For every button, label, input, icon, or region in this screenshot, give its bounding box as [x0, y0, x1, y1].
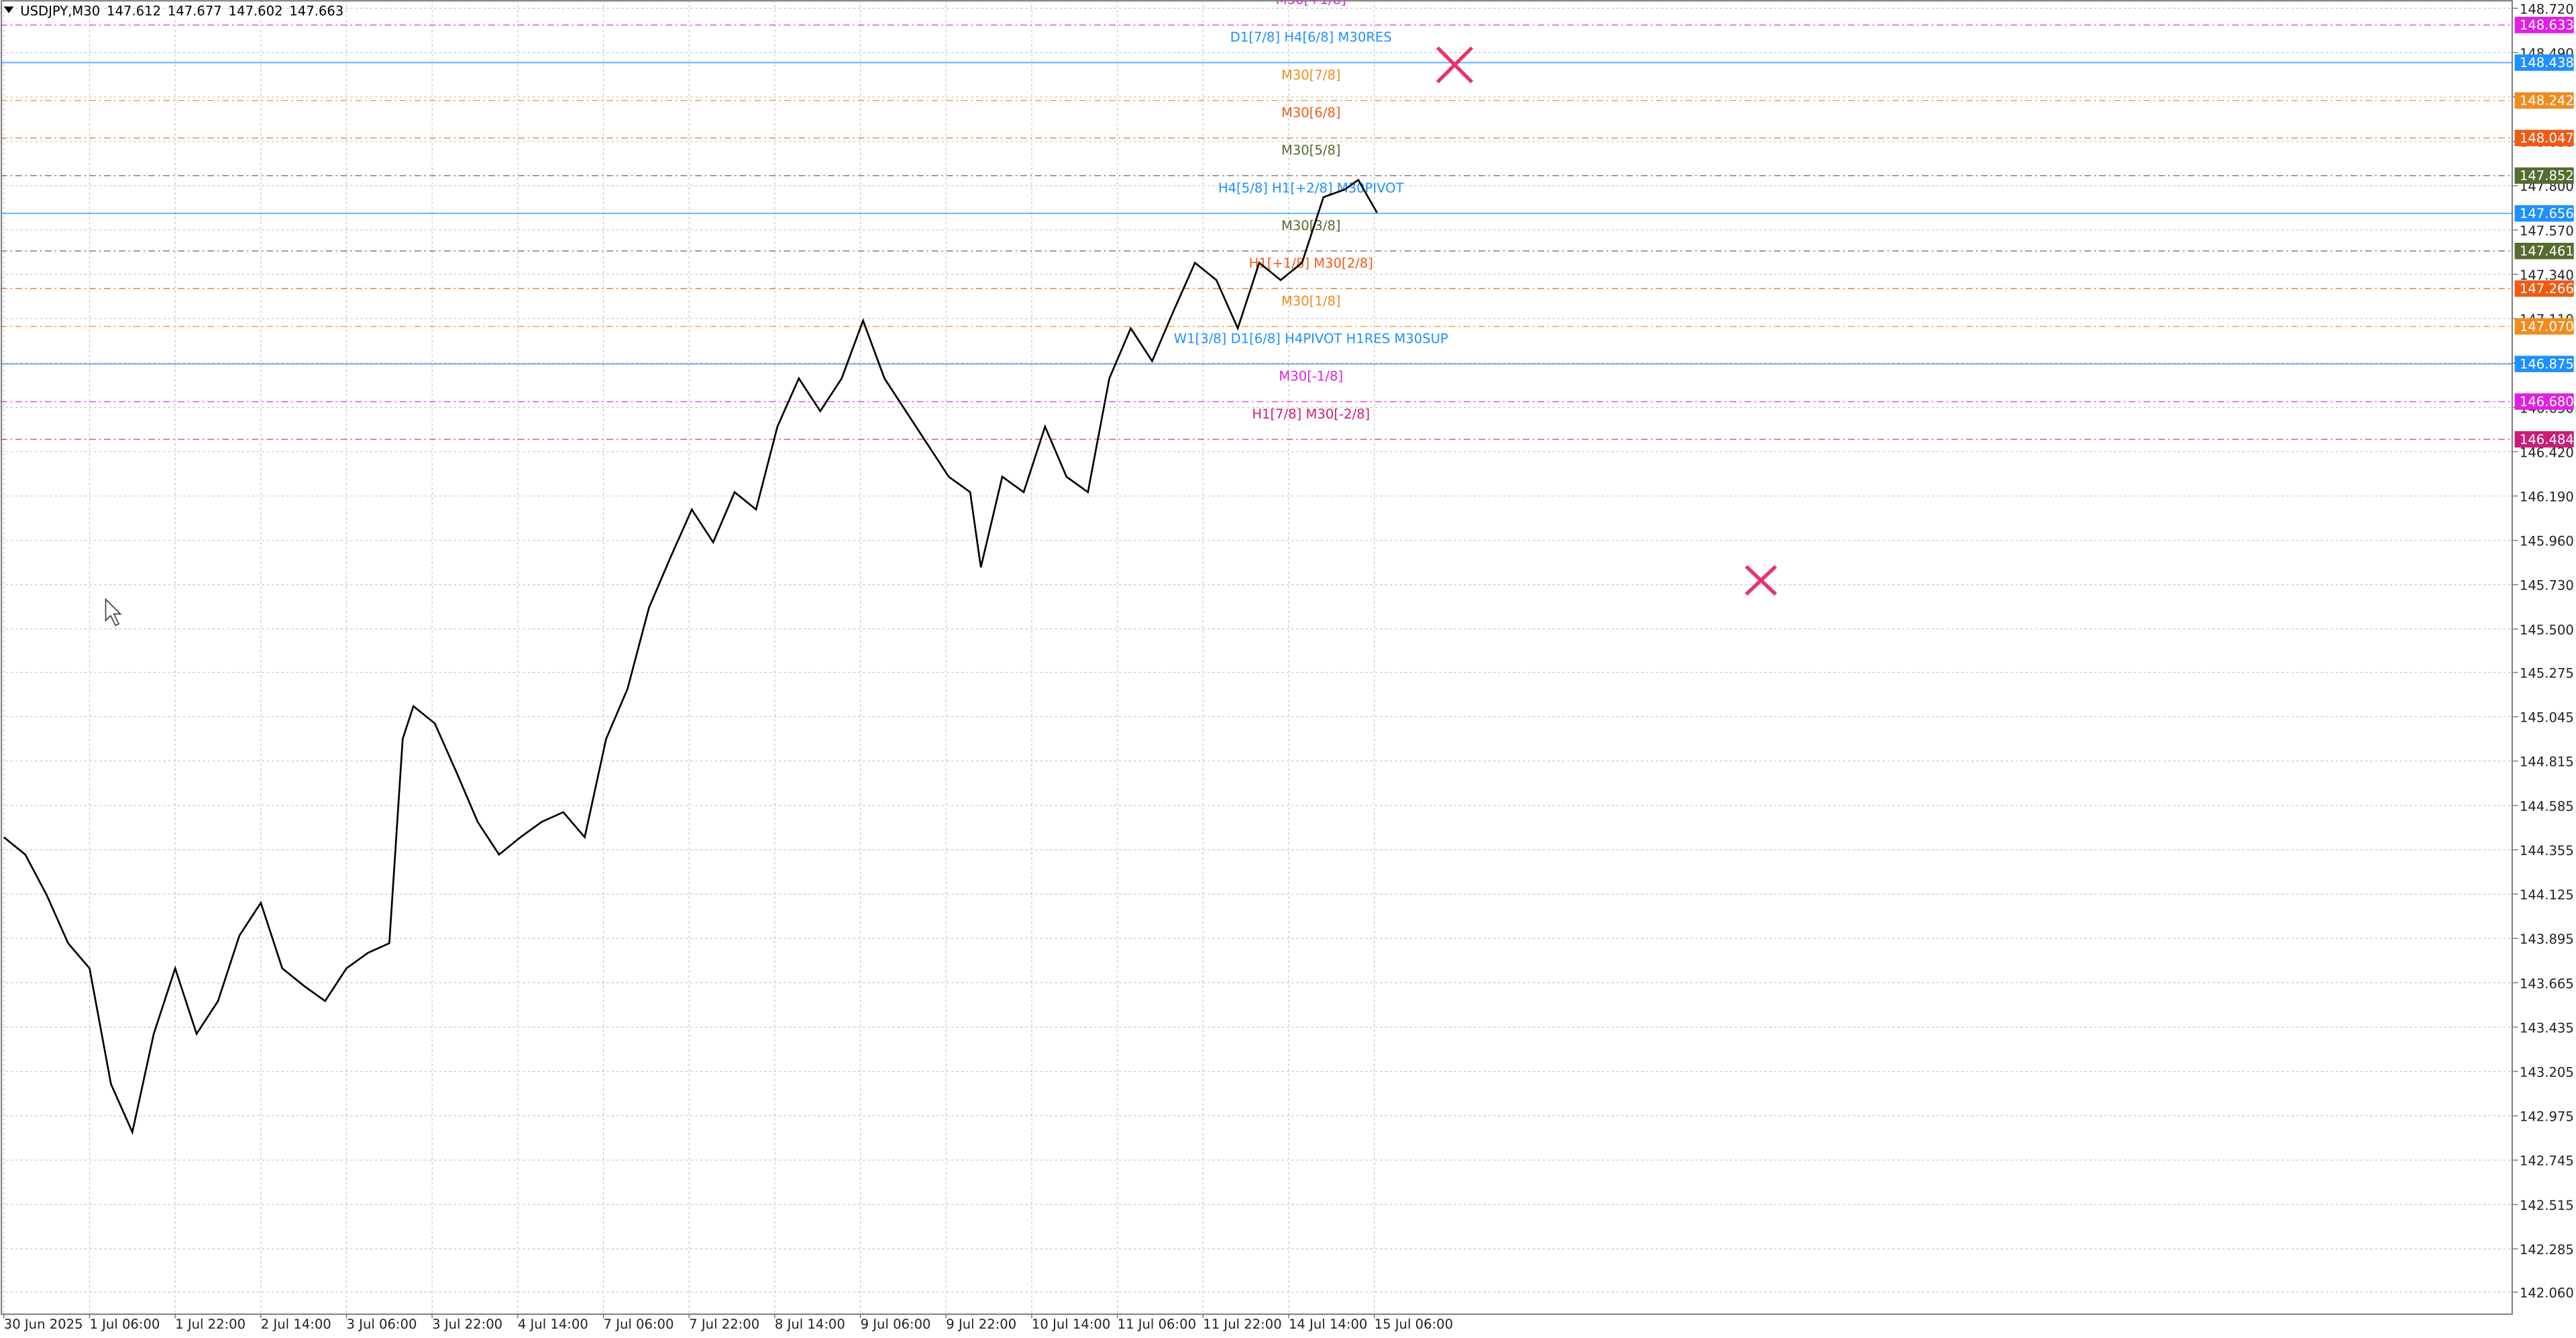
y-tick-label: 143.895	[2520, 932, 2574, 947]
y-tick-label: 145.045	[2520, 710, 2574, 726]
level-label: M30[5/8]	[1281, 143, 1341, 158]
x-tick-label: 3 Jul 22:00	[432, 1317, 502, 1332]
level-label: M30[+1/8]	[1276, 0, 1346, 7]
x-tick-label: 11 Jul 06:00	[1118, 1317, 1196, 1332]
symbol: USDJPY,M30	[20, 3, 100, 19]
price-tag	[2514, 54, 2574, 71]
mouse-cursor	[105, 598, 122, 626]
y-tick-label: 147.570	[2520, 223, 2574, 239]
header-value: 147.602	[229, 3, 283, 19]
x-tick-label: 3 Jul 06:00	[346, 1317, 417, 1332]
x-tick-label: 4 Jul 14:00	[518, 1317, 588, 1332]
price-tag	[2514, 167, 2574, 184]
price-tag-label: 146.680	[2520, 394, 2574, 409]
grid	[0, 0, 2514, 1314]
levels: M30[+1/8] D1[7/8] H4[6/8] M30RES M30[7/8] M…	[0, 0, 2514, 440]
axes: 148.720148.490148.260148.030147.800147.5…	[3, 1, 2574, 1332]
price-tag	[2514, 393, 2574, 410]
symbol-header: USDJPY,M30 147.612 147.677 147.602 147.663	[20, 3, 343, 19]
y-tick-label: 143.205	[2520, 1065, 2574, 1080]
x-tick-label: 7 Jul 22:00	[689, 1317, 759, 1332]
price-tag	[2514, 431, 2574, 448]
y-tick-label: 146.420	[2520, 445, 2574, 460]
level-label: H4[5/8] H1[+2/8] M30PIVOT	[1218, 180, 1405, 196]
level-label: M30[6/8]	[1281, 105, 1341, 121]
series	[3, 178, 1378, 1135]
level-label: D1[7/8] H4[6/8] M30RES	[1230, 30, 1392, 45]
price-tag	[2514, 280, 2574, 297]
price-tag	[2514, 205, 2574, 222]
level-label: M30[-1/8]	[1279, 369, 1343, 384]
price-tag-label: 147.266	[2520, 281, 2574, 296]
x-tick-label: 1 Jul 22:00	[175, 1317, 246, 1332]
level-label: M30[3/8]	[1281, 218, 1341, 233]
x-tick-label: 9 Jul 06:00	[861, 1317, 931, 1332]
price-tag-label: 147.461	[2520, 243, 2574, 259]
y-tick-label: 143.665	[2520, 976, 2574, 991]
plot-border	[1, 0, 2513, 1315]
x-tick-label: 15 Jul 06:00	[1375, 1317, 1453, 1332]
level-label: H1[7/8] M30[-2/8]	[1252, 406, 1370, 422]
y-tick-label: 142.975	[2520, 1109, 2574, 1125]
cross-marker	[1436, 46, 1474, 84]
header-value: 147.677	[168, 3, 222, 19]
y-tick-label: 142.515	[2520, 1198, 2574, 1213]
y-tick-label: 142.745	[2520, 1154, 2574, 1169]
price-tag-label: 147.852	[2520, 168, 2574, 184]
level-label: H1[+1/8] M30[2/8]	[1249, 256, 1373, 271]
price-tag	[2514, 17, 2574, 34]
y-tick-label: 148.720	[2520, 1, 2574, 17]
price-tag-label: 148.242	[2520, 93, 2574, 108]
y-tick-label: 143.435	[2520, 1020, 2574, 1036]
price-tag-label: 148.438	[2520, 55, 2574, 70]
price-tag-label: 148.047	[2520, 131, 2574, 146]
price-tag-label: 148.633	[2520, 17, 2574, 33]
y-tick-label: 142.060	[2520, 1286, 2574, 1301]
x-tick-label: 1 Jul 06:00	[89, 1317, 160, 1332]
y-tick-label: 144.585	[2520, 799, 2574, 814]
x-tick-label: 14 Jul 14:00	[1289, 1317, 1367, 1332]
y-tick-label: 145.275	[2520, 666, 2574, 681]
cross-marker	[1745, 565, 1777, 596]
x-tick-label: 8 Jul 14:00	[775, 1317, 845, 1332]
level-label: M30[1/8]	[1281, 293, 1341, 309]
x-tick-label: 7 Jul 06:00	[604, 1317, 674, 1332]
y-tick-label: 144.815	[2520, 755, 2574, 770]
x-tick-label: 11 Jul 22:00	[1203, 1317, 1281, 1332]
x-tick-label: 10 Jul 14:00	[1032, 1317, 1110, 1332]
level-label: W1[3/8] D1[6/8] H4PIVOT H1RES M30SUP	[1174, 331, 1448, 346]
y-tick-label: 145.500	[2520, 622, 2574, 638]
price-tag-label: 147.656	[2520, 206, 2574, 221]
y-tick-label: 147.340	[2520, 268, 2574, 283]
price-tag	[2514, 92, 2574, 109]
price-tag	[2514, 318, 2574, 335]
price-tag	[2514, 129, 2574, 147]
x-tick-label: 30 Jun 2025	[4, 1317, 83, 1332]
price-tag-label: 146.875	[2520, 356, 2574, 372]
price-tag	[2514, 242, 2574, 260]
x-tick-label: 9 Jul 22:00	[946, 1317, 1016, 1332]
y-tick-label: 144.355	[2520, 843, 2574, 858]
header-value: 147.663	[289, 3, 343, 19]
y-tick-label: 144.125	[2520, 887, 2574, 903]
price-tag-label: 146.484	[2520, 432, 2574, 447]
menu-arrow[interactable]	[3, 6, 14, 13]
level-label: M30[7/8]	[1281, 68, 1341, 83]
x-tick-label: 2 Jul 14:00	[261, 1317, 331, 1332]
y-tick-label: 145.730	[2520, 578, 2574, 594]
y-tick-label: 142.285	[2520, 1242, 2574, 1258]
price-tag	[2514, 355, 2574, 372]
y-tick-label: 146.190	[2520, 490, 2574, 505]
price-line	[3, 178, 1378, 1135]
y-tick-label: 145.960	[2520, 534, 2574, 549]
price-tag-label: 147.070	[2520, 319, 2574, 334]
header-value: 147.612	[107, 3, 161, 19]
